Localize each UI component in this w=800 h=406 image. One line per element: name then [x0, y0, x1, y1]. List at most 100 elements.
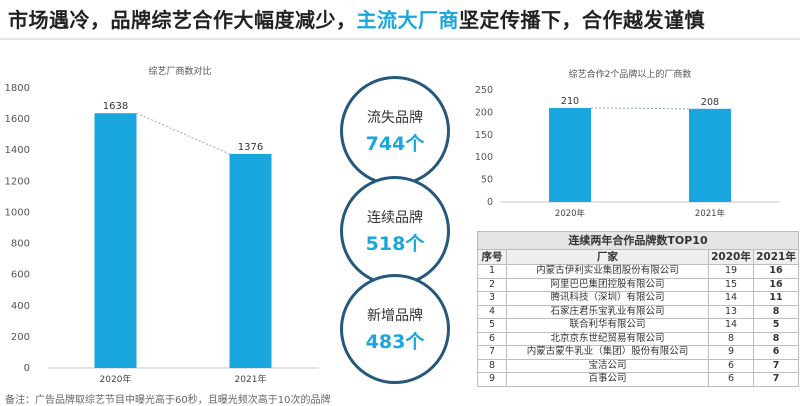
row-index: 7 — [477, 345, 507, 360]
chart1-y-tick-label: 400 — [11, 301, 30, 312]
lost-brands-label: 流失品牌 — [367, 109, 423, 126]
row-value-2021: 16 — [753, 264, 799, 279]
table-caption: 连续两年合作品牌数TOP10 — [477, 231, 799, 250]
row-index: 9 — [477, 372, 507, 387]
chart2-connector-line — [590, 107, 690, 110]
chart2-category-label: 2020年 — [555, 208, 586, 219]
chart2-y-tick-label: 150 — [475, 130, 493, 141]
row-company: 腾讯科技（深圳）有限公司 — [506, 291, 709, 306]
table-header-row: 序号 厂家 2020年 2021年 — [477, 249, 799, 265]
row-value-2020: 14 — [708, 318, 754, 333]
headline-highlight: 主流大厂商 — [356, 8, 459, 32]
chart1-y-tick-label: 200 — [11, 332, 30, 343]
row-company: 内蒙古伊利实业集团股份有限公司 — [506, 264, 709, 279]
row-value-2021: 7 — [753, 358, 799, 373]
table-row: 1 内蒙古伊利实业集团股份有限公司 19 16 — [477, 264, 799, 279]
row-company: 联合利华有限公司 — [506, 318, 709, 333]
row-company: 石家庄君乐宝乳业有限公司 — [506, 304, 709, 319]
continuing-brands-circle: 连续品牌 518个 — [340, 176, 450, 286]
chart1-data-label: 1376 — [238, 142, 263, 153]
chart2-category-label: 2021年 — [695, 208, 726, 219]
table-caption-row: 连续两年合作品牌数TOP10 — [477, 231, 799, 250]
col-header-company: 厂家 — [506, 249, 709, 265]
row-value-2020: 8 — [708, 331, 754, 346]
chart1-category-label: 2020年 — [100, 373, 132, 385]
col-header-index: 序号 — [477, 249, 507, 265]
footnote: 备注：广告品牌取综艺节目中曝光高于60秒，且曝光频次高于10次的品牌 — [5, 395, 331, 406]
lost-brands-circle: 流失品牌 744个 — [340, 76, 450, 186]
chart1-category-label: 2021年 — [235, 373, 267, 385]
chart2-title: 综艺合作2个品牌以上的厂商数 — [568, 70, 692, 80]
table-body: 1 内蒙古伊利实业集团股份有限公司 19 16 2 阿里巴巴集团控股有限公司 15 16 3 腾讯… — [477, 264, 799, 387]
row-value-2020: 9 — [708, 345, 754, 360]
row-index: 2 — [477, 277, 507, 292]
chart2-y-tick-label: 0 — [487, 197, 493, 208]
row-company: 内蒙古蒙牛乳业（集团）股份有限公司 — [506, 345, 709, 360]
title-divider — [0, 38, 800, 40]
chart1-data-label: 1638 — [103, 101, 128, 112]
top10-table: 连续两年合作品牌数TOP10 序号 厂家 2020年 2021年 1 内蒙古伊利实… — [477, 231, 799, 387]
row-company: 北京京东世纪贸易有限公司 — [506, 331, 709, 346]
table-row: 6 北京京东世纪贸易有限公司 8 8 — [477, 331, 799, 346]
row-index: 4 — [477, 304, 507, 319]
chart1-y-tick-label: 1000 — [5, 207, 30, 218]
chart1-bar — [94, 113, 137, 368]
table-row: 5 联合利华有限公司 14 5 — [477, 318, 799, 333]
table-row: 2 阿里巴巴集团控股有限公司 15 16 — [477, 277, 799, 292]
row-value-2021: 5 — [753, 318, 799, 333]
chart1-title: 综艺厂商数对比 — [148, 67, 212, 77]
chart2-bar — [689, 108, 731, 202]
chart1-y-tick-label: 1800 — [5, 83, 30, 94]
row-value-2021: 7 — [753, 372, 799, 387]
new-brands-label: 新增品牌 — [367, 307, 423, 324]
row-company: 阿里巴巴集团控股有限公司 — [506, 277, 709, 292]
chart2-y-tick-label: 250 — [475, 85, 493, 96]
chart1-y-tick-label: 1200 — [5, 176, 30, 187]
table-row: 4 石家庄君乐宝乳业有限公司 13 8 — [477, 304, 799, 319]
headline-part1: 市场遇冷，品牌综艺合作大幅度减少， — [8, 8, 357, 32]
chart2-data-label: 210 — [561, 96, 579, 107]
row-value-2021: 6 — [753, 345, 799, 360]
row-value-2021: 11 — [753, 291, 799, 306]
row-company: 宝洁公司 — [506, 358, 709, 373]
chart2-bar — [549, 107, 591, 202]
page-headline: 市场遇冷，品牌综艺合作大幅度减少，主流大厂商坚定传播下，合作越发谨慎 — [8, 4, 705, 33]
chart1-svg: 0 200 400 600 800 1000 1200 1400 1600 1800 1638 202… — [5, 83, 318, 385]
chart1-y-tick-label: 0 — [24, 363, 30, 374]
row-index: 8 — [477, 358, 507, 373]
row-value-2020: 15 — [708, 277, 754, 292]
row-index: 5 — [477, 318, 507, 333]
new-brands-circle: 新增品牌 483个 — [340, 274, 450, 384]
row-value-2021: 8 — [753, 331, 799, 346]
chart2-y-tick-label: 200 — [475, 107, 493, 118]
chart2-data-label: 208 — [701, 97, 719, 108]
row-index: 6 — [477, 331, 507, 346]
row-value-2020: 6 — [708, 358, 754, 373]
continuing-brands-value: 518个 — [365, 232, 425, 255]
chart2-y-tick-label: 100 — [475, 152, 493, 163]
row-value-2020: 13 — [708, 304, 754, 319]
chart2-svg: 0 50 100 150 200 250 210 2020年 208 2021年 — [475, 85, 780, 219]
lost-brands-value: 744个 — [365, 132, 425, 155]
chart1-bar — [229, 153, 272, 368]
row-value-2020: 19 — [708, 264, 754, 279]
row-value-2021: 8 — [753, 304, 799, 319]
table-row: 8 宝洁公司 6 7 — [477, 358, 799, 373]
chart1-y-tick-label: 800 — [11, 239, 30, 250]
row-index: 1 — [477, 264, 507, 279]
table-row: 3 腾讯科技（深圳）有限公司 14 11 — [477, 291, 799, 306]
row-index: 3 — [477, 291, 507, 306]
chart1-y-tick-label: 1400 — [5, 145, 30, 156]
table-row: 9 百事公司 6 7 — [477, 372, 799, 387]
col-header-2020: 2020年 — [708, 249, 754, 265]
new-brands-value: 483个 — [365, 330, 425, 353]
row-value-2021: 16 — [753, 277, 799, 292]
table-row: 7 内蒙古蒙牛乳业（集团）股份有限公司 9 6 — [477, 345, 799, 360]
chart1-y-tick-label: 1600 — [5, 114, 30, 125]
chart1-y-tick-label: 600 — [11, 270, 30, 281]
row-value-2020: 14 — [708, 291, 754, 306]
row-company: 百事公司 — [506, 372, 709, 387]
continuing-brands-label: 连续品牌 — [367, 209, 423, 226]
chart2-y-tick-label: 50 — [481, 175, 493, 186]
chart1-connector-line — [136, 112, 230, 155]
